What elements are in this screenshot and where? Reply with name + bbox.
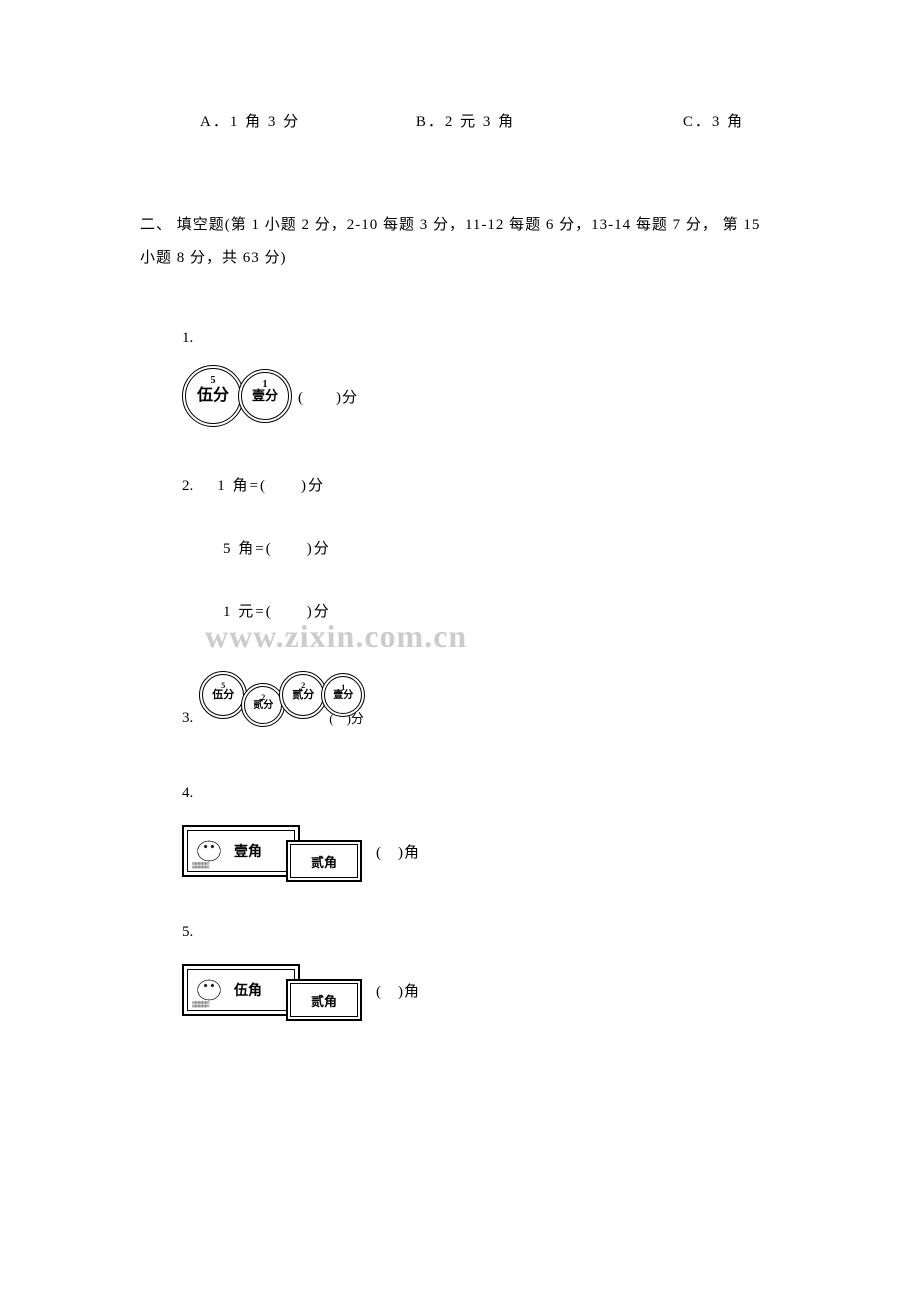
coin-top-num: 1 [341,683,345,692]
bill-pattern: ▒▒▒▒▒ [192,863,208,869]
q2-line1: 1 角=( )分 [217,474,325,495]
q5-bills: 伍角 ▒▒▒▒▒ 贰角 ( )角 [182,959,780,1021]
bill-label: 伍角 [234,980,262,1000]
coin-top-num: 2 [301,681,305,690]
bill-label: 贰角 [311,991,337,1010]
coin-label: 贰分 [292,689,314,701]
coin-top-num: 5 [211,375,216,386]
bill-5jiao: 伍角 ▒▒▒▒▒ [182,964,300,1016]
coin-top-num: 1 [263,379,268,390]
q2-line2: 5 角=( )分 [223,537,780,558]
coin-label: 伍分 [197,387,229,404]
question-1: 1. 5 伍分 1 壹分 ( )分 [140,330,780,427]
q3-number: 3. [182,710,193,727]
q1-coins: 5 伍分 1 壹分 ( )分 [182,365,780,427]
q1-number: 1. [182,330,780,347]
coin-1fen: 1 壹分 [238,369,292,423]
question-3: 3. 5 伍分 2 贰分 2 贰分 1 壹分 ( )分 [140,663,780,727]
bill-portrait-icon [192,975,226,1005]
q4-bills: 壹角 ▒▒▒▒▒ 贰角 ( )角 [182,820,780,882]
choice-a: A．1 角 3 分 [200,110,300,131]
coin-label: 伍分 [212,689,234,701]
coin-5fen: 5 伍分 [199,671,247,719]
q2-number: 2. [182,478,193,494]
bill-1jiao: 壹角 ▒▒▒▒▒ [182,825,300,877]
answer-choices: A．1 角 3 分 B．2 元 3 角 C．3 角 [200,110,780,131]
question-5: 5. 伍角 ▒▒▒▒▒ 贰角 ( )角 [140,924,780,1021]
bill-portrait-icon [192,836,226,866]
bill-2jiao: 贰角 [286,979,362,1021]
page-content: A．1 角 3 分 B．2 元 3 角 C．3 角 二、 填空题(第 1 小题 … [0,0,920,1123]
q4-number: 4. [182,785,780,802]
q4-blank: ( )角 [376,841,420,862]
choice-c: C．3 角 [683,110,744,131]
coin-2fen: 2 贰分 [279,671,327,719]
coin-5fen: 5 伍分 [182,365,244,427]
coin-top-num: 5 [221,681,225,690]
q5-number: 5. [182,924,780,941]
coin-top-num: 2 [261,693,265,702]
bill-2jiao: 贰角 [286,840,362,882]
q2-line3: 1 元=( )分 [223,600,780,621]
q5-blank: ( )角 [376,980,420,1001]
q1-blank: ( )分 [298,386,358,407]
question-4: 4. 壹角 ▒▒▒▒▒ 贰角 ( )角 [140,785,780,882]
coin-label: 壹分 [252,388,278,403]
question-2: 2. 1 角=( )分 5 角=( )分 1 元=( )分 [140,477,780,621]
q3-coins: 5 伍分 2 贰分 2 贰分 1 壹分 ( )分 [199,663,364,727]
bill-label: 壹角 [234,841,262,861]
bill-label: 贰角 [311,852,337,871]
bill-pattern: ▒▒▒▒▒ [192,1002,208,1008]
coin-1fen: 1 壹分 [321,673,365,717]
section-header: 二、 填空题(第 1 小题 2 分，2-10 每题 3 分，11-12 每题 6… [140,209,780,275]
choice-b: B．2 元 3 角 [416,110,515,131]
